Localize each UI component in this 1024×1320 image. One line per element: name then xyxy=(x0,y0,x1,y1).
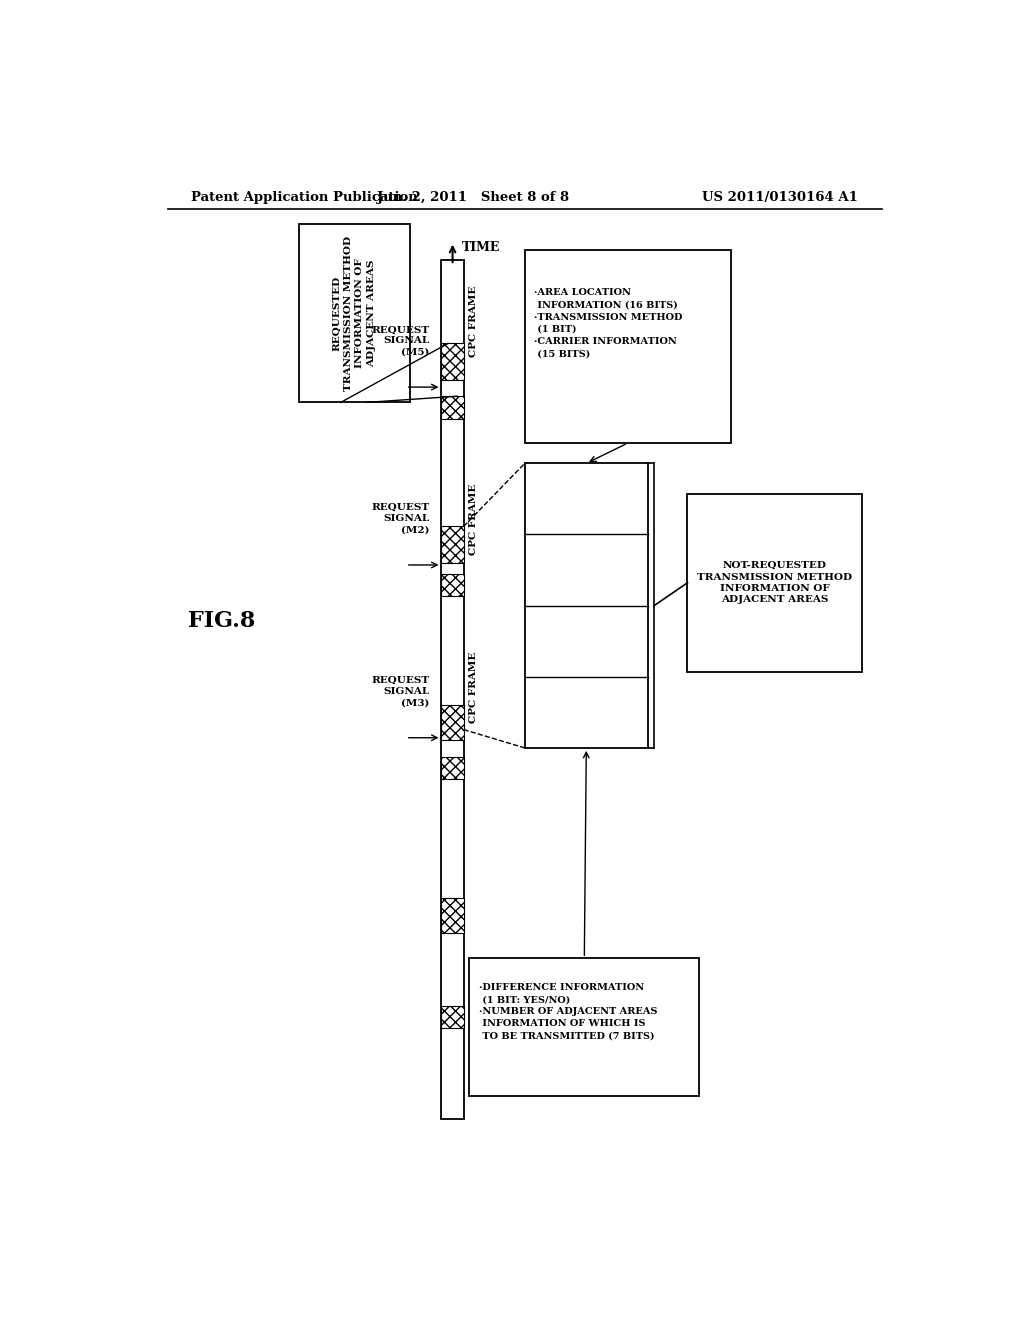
Bar xyxy=(441,343,464,380)
Text: CPC FRAME: CPC FRAME xyxy=(469,285,478,356)
Text: FIG.8: FIG.8 xyxy=(187,610,255,632)
Bar xyxy=(687,494,862,672)
Bar xyxy=(441,396,464,418)
Text: NOT-REQUESTED
TRANSMISSION METHOD
INFORMATION OF
ADJACENT AREAS: NOT-REQUESTED TRANSMISSION METHOD INFORM… xyxy=(697,561,852,605)
Text: ·DIFFERENCE INFORMATION
 (1 BIT: YES/NO)
·NUMBER OF ADJACENT AREAS
 INFORMATION : ·DIFFERENCE INFORMATION (1 BIT: YES/NO) … xyxy=(479,983,657,1040)
Text: US 2011/0130164 A1: US 2011/0130164 A1 xyxy=(702,191,858,203)
Text: REQUESTED
TRANSMISSION METHOD
INFORMATION OF
ADJACENT AREAS: REQUESTED TRANSMISSION METHOD INFORMATIO… xyxy=(333,236,376,391)
Text: REQUEST
SIGNAL
(M5): REQUEST SIGNAL (M5) xyxy=(372,326,430,356)
Text: Patent Application Publication: Patent Application Publication xyxy=(191,191,418,203)
Text: CPC FRAME: CPC FRAME xyxy=(469,651,478,722)
Bar xyxy=(441,1006,464,1028)
Bar xyxy=(441,527,464,562)
Bar xyxy=(441,260,464,1119)
Bar xyxy=(524,249,731,444)
Text: REQUEST
SIGNAL
(M2): REQUEST SIGNAL (M2) xyxy=(372,503,430,535)
Text: ·AREA LOCATION
 INFORMATION (16 BITS)
·TRANSMISSION METHOD
 (1 BIT)
·CARRIER INF: ·AREA LOCATION INFORMATION (16 BITS) ·TR… xyxy=(535,289,683,358)
Bar xyxy=(441,758,464,779)
Text: CPC FRAME: CPC FRAME xyxy=(469,483,478,554)
Text: Jun. 2, 2011   Sheet 8 of 8: Jun. 2, 2011 Sheet 8 of 8 xyxy=(377,191,569,203)
Bar xyxy=(524,463,648,748)
Bar xyxy=(441,705,464,739)
Bar xyxy=(299,224,410,403)
Text: REQUEST
SIGNAL
(M3): REQUEST SIGNAL (M3) xyxy=(372,676,430,708)
Text: TIME: TIME xyxy=(462,242,501,255)
Bar xyxy=(469,958,699,1096)
Bar xyxy=(441,899,464,933)
Bar xyxy=(441,574,464,597)
